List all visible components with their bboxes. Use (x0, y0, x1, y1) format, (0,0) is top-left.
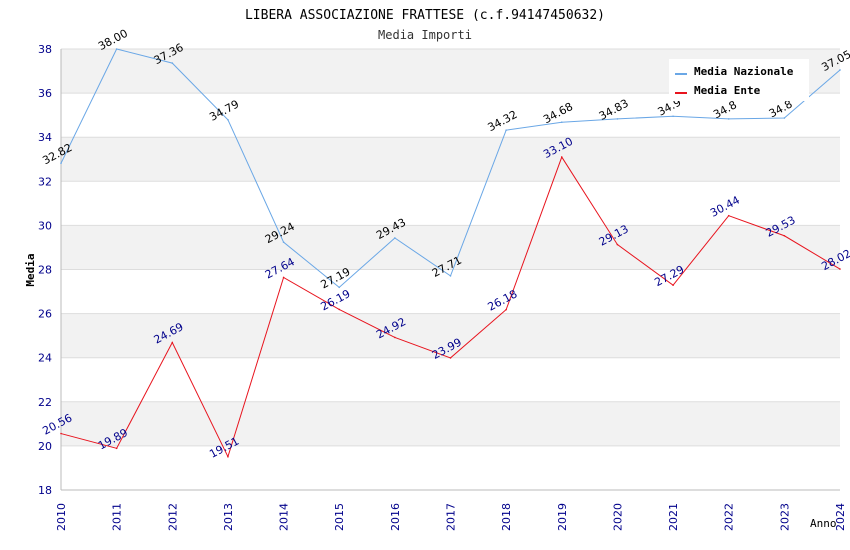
data-point (227, 118, 229, 121)
x-axis-title: Anno (810, 517, 837, 530)
data-point (783, 234, 786, 237)
data-point (115, 48, 118, 50)
x-tick-label: 2015 (333, 503, 346, 531)
x-tick-label: 2021 (667, 503, 680, 531)
data-label: 30.44 (708, 193, 742, 219)
y-axis-title: Media (24, 253, 37, 286)
data-point (282, 276, 285, 279)
data-point (783, 117, 786, 119)
data-point (115, 447, 118, 450)
x-tick-label: 2023 (778, 503, 791, 531)
data-point (727, 118, 730, 120)
background-band (61, 137, 840, 182)
x-tick-label: 2012 (166, 503, 179, 531)
data-point (282, 241, 285, 243)
y-tick-label: 34 (38, 131, 52, 144)
data-point (60, 432, 62, 435)
x-tick-label: 2022 (723, 503, 736, 531)
background-band (61, 313, 840, 358)
x-tick-label: 2014 (278, 503, 291, 531)
data-point (839, 69, 841, 71)
data-point (449, 275, 452, 277)
data-point (338, 308, 341, 311)
x-tick-label: 2017 (445, 503, 458, 531)
x-tick-label: 2016 (389, 503, 402, 531)
data-point (449, 357, 452, 359)
data-point (60, 162, 62, 165)
legend-box (669, 59, 809, 101)
x-tick-label: 2010 (55, 503, 68, 531)
x-tick-label: 2024 (834, 503, 847, 531)
data-point (171, 341, 174, 344)
background-bands (61, 49, 840, 446)
data-label: 34.8 (711, 98, 739, 121)
x-tick-label: 2020 (611, 503, 624, 531)
data-point (560, 156, 563, 158)
y-tick-label: 30 (38, 219, 52, 232)
y-tick-label: 22 (38, 396, 52, 409)
data-point (672, 284, 674, 286)
data-point (338, 286, 341, 289)
chart-subtitle: Media Importi (378, 28, 472, 42)
y-tick-label: 36 (38, 87, 52, 100)
data-point (672, 115, 674, 118)
series-lines (60, 48, 841, 459)
legend: Media Nazionale Media Ente (669, 59, 809, 101)
background-band (61, 401, 840, 446)
chart-title: LIBERA ASSOCIAZIONE FRATTESE (c.f.941474… (245, 8, 605, 23)
y-tick-label: 28 (38, 264, 52, 277)
y-tick-labels: 18 20 22 24 26 28 30 32 34 36 38 (38, 43, 52, 497)
legend-label-nazionale: Media Nazionale (694, 65, 794, 78)
y-tick-label: 26 (38, 308, 52, 321)
data-point (616, 243, 619, 246)
data-point (227, 455, 229, 458)
background-band (61, 225, 840, 270)
y-tick-label: 20 (38, 440, 52, 453)
x-tick-label: 2019 (556, 503, 569, 531)
data-point (839, 268, 841, 270)
data-point (394, 336, 396, 339)
y-tick-label: 38 (38, 43, 52, 56)
data-label: 34.79 (207, 98, 241, 124)
x-tick-label: 2011 (111, 503, 124, 531)
data-point (171, 62, 174, 64)
data-label: 34.32 (486, 108, 520, 134)
data-label: 26.18 (486, 287, 520, 313)
y-tick-label: 24 (38, 352, 52, 365)
legend-label-ente: Media Ente (694, 84, 761, 97)
x-tick-labels: 2010 2011 2012 2013 2014 2015 2016 2017 2018 2019… (55, 503, 847, 531)
x-tick-label: 2013 (222, 503, 235, 531)
gridlines (61, 48, 840, 491)
data-point (616, 118, 619, 120)
y-tick-label: 18 (38, 484, 52, 497)
y-tick-label: 32 (38, 175, 52, 188)
data-point (727, 214, 730, 217)
data-point (505, 129, 507, 131)
data-point (505, 308, 507, 311)
data-point (560, 121, 563, 124)
data-point (394, 237, 396, 239)
x-tick-label: 2018 (500, 503, 513, 531)
